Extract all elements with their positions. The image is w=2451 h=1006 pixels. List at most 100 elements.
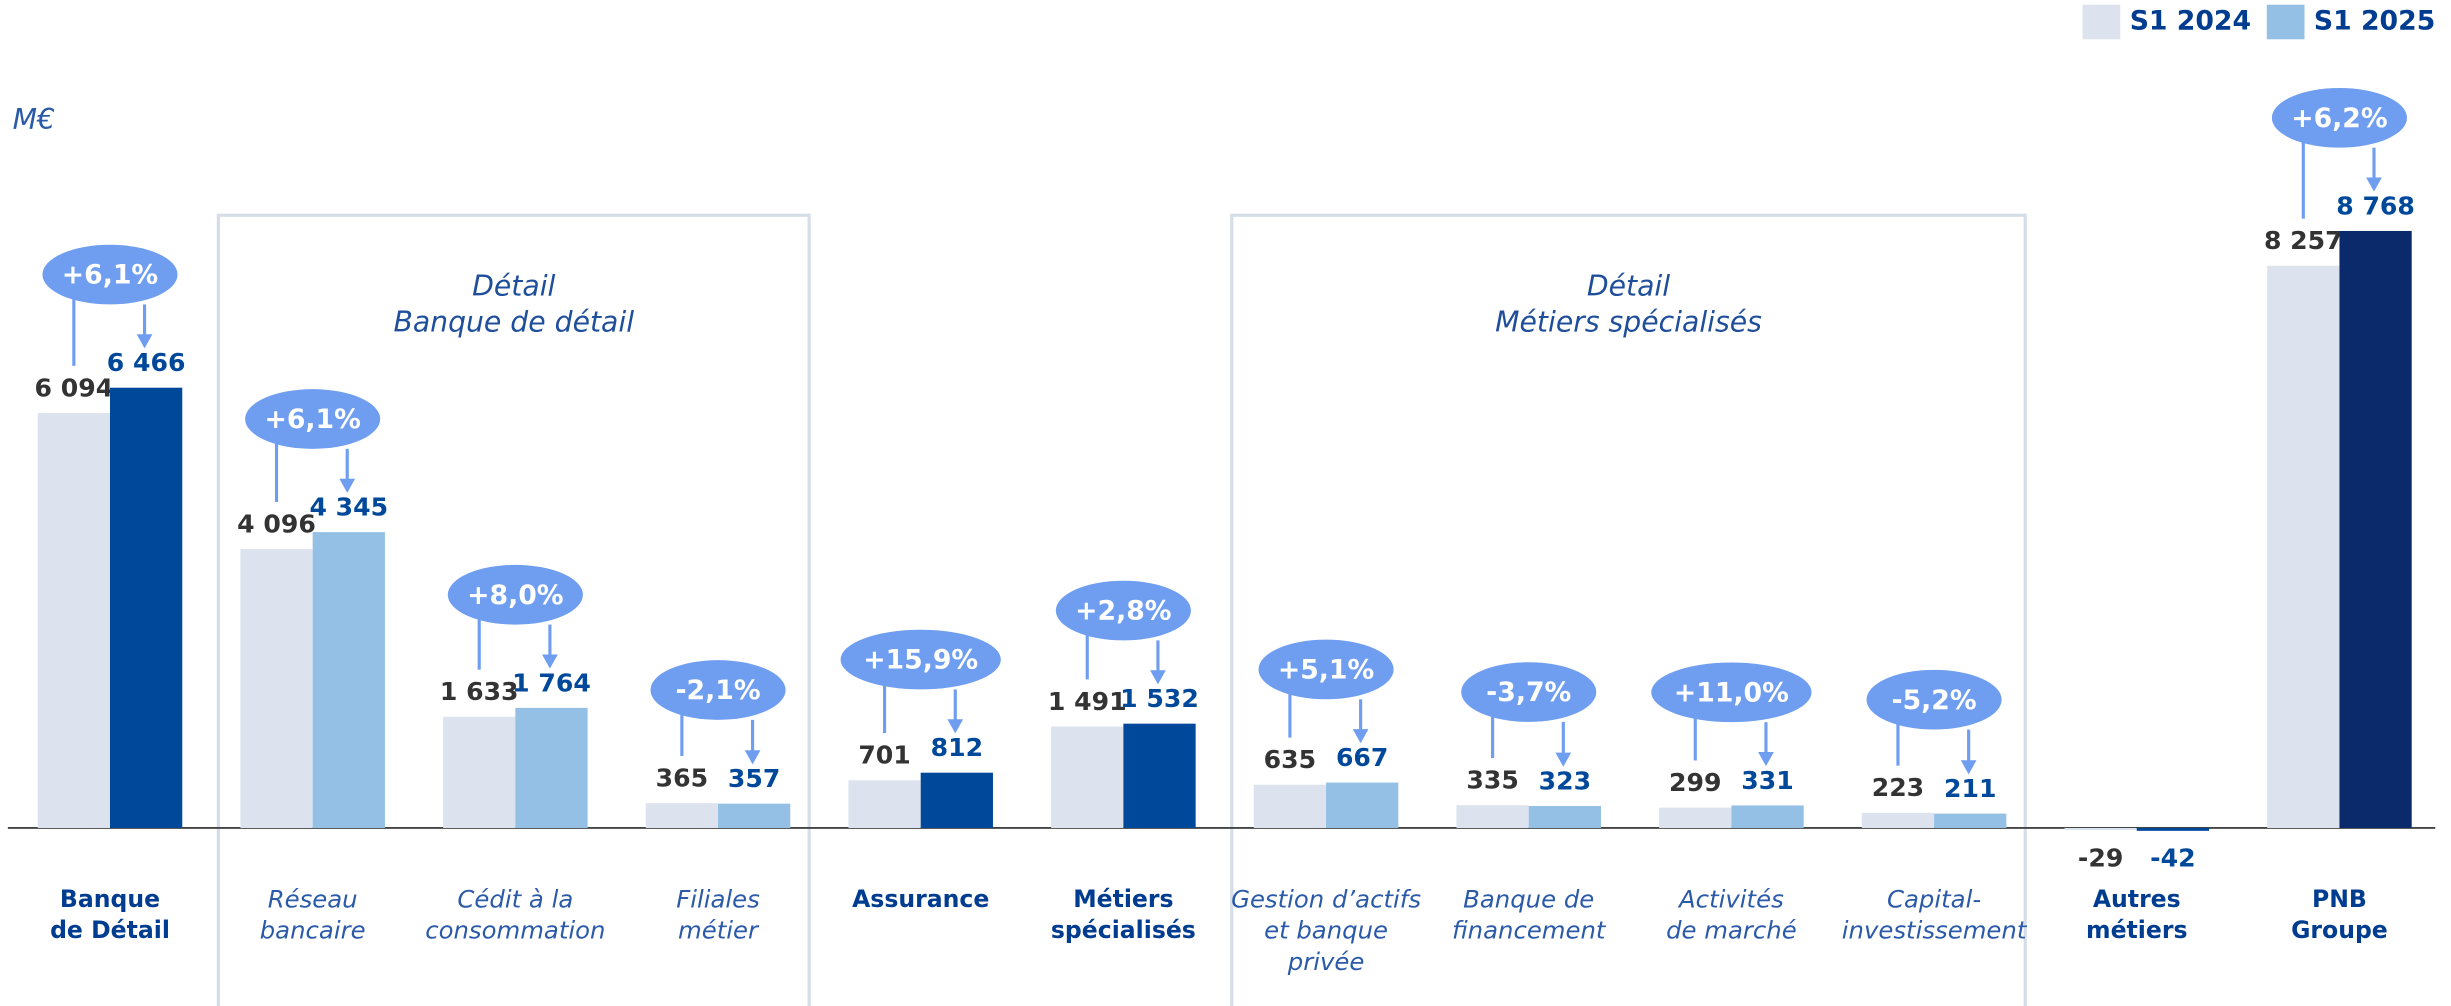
category-label: et banque — [1264, 916, 1388, 945]
value-label: 8 768 — [2336, 191, 2415, 220]
change-label: +5,1% — [1278, 655, 1374, 686]
bar — [2064, 827, 2137, 830]
change-bubble — [42, 244, 178, 305]
bar — [1861, 812, 1935, 828]
bar — [1051, 726, 1124, 828]
arrow-head — [1758, 752, 1774, 767]
category-label: Filiales — [676, 884, 760, 913]
category-label: de marché — [1666, 916, 1797, 945]
arrow-head — [2366, 177, 2382, 192]
bar — [645, 803, 719, 828]
change-label: -5,2% — [1892, 685, 1977, 716]
change-bubble — [245, 389, 381, 449]
bar — [109, 387, 183, 828]
change-label: -2,1% — [675, 675, 760, 706]
change-bubble — [1461, 662, 1597, 722]
category-label: Groupe — [2291, 916, 2388, 944]
category-label: Cédit à la — [457, 884, 573, 913]
bar — [1326, 782, 1399, 828]
value-label: 299 — [1669, 768, 1721, 797]
category-label: privée — [1287, 947, 1365, 976]
bar — [848, 780, 921, 828]
value-label: 8 257 — [2264, 226, 2343, 255]
arrow-head — [1352, 729, 1369, 744]
change-label: +6,2% — [2291, 103, 2387, 134]
bar — [2339, 230, 2412, 828]
value-label: 1 532 — [1120, 684, 1199, 713]
value-label: -42 — [2150, 843, 2195, 872]
unit-label: M€ — [13, 103, 55, 136]
detail-title: Détail — [472, 270, 555, 303]
category-label: investissement — [1842, 916, 2028, 945]
detail-title: Banque de détail — [393, 306, 634, 339]
arrow-head — [1960, 760, 1977, 775]
bar — [1934, 813, 2007, 828]
bar — [2136, 827, 2210, 831]
value-label: 357 — [728, 764, 780, 793]
category-label: spécialisés — [1051, 916, 1196, 944]
detail-box — [216, 213, 811, 1006]
change-bubble — [840, 629, 1001, 690]
category-label: Banque de — [1463, 884, 1594, 913]
change-bubble — [650, 660, 786, 720]
bar — [1731, 805, 1804, 828]
value-label: 1 633 — [440, 677, 519, 706]
change-bubble — [447, 564, 583, 625]
bar — [2267, 265, 2340, 828]
value-label: 323 — [1539, 766, 1591, 795]
bar — [240, 549, 313, 828]
category-label: de Détail — [50, 916, 170, 944]
category-label: Autres — [2093, 885, 2181, 913]
value-label: 335 — [1466, 766, 1518, 795]
value-label: 635 — [1264, 745, 1316, 774]
category-label: métier — [678, 916, 760, 945]
value-label: 667 — [1336, 743, 1388, 772]
category-label: Réseau — [268, 884, 358, 913]
bar — [312, 532, 385, 828]
category-label: Gestion d’actifs — [1231, 884, 1421, 913]
bar — [1528, 805, 1602, 828]
value-label: 331 — [1741, 766, 1793, 795]
category-label: Capital- — [1887, 884, 1981, 913]
category-label: PNB — [2312, 885, 2367, 913]
category-label: consommation — [425, 916, 605, 945]
bar — [443, 716, 516, 828]
detail-title: Détail — [1587, 270, 1670, 303]
detail-title: Métiers spécialisés — [1495, 306, 1762, 339]
change-bubble — [1651, 662, 1812, 723]
detail-box — [1230, 213, 2027, 1006]
arrow-head — [542, 654, 558, 669]
change-label: +2,8% — [1075, 596, 1171, 627]
change-bubble — [1258, 639, 1394, 700]
category-label: Activités — [1677, 884, 1784, 913]
change-label: +6,1% — [264, 404, 360, 435]
bar — [37, 413, 110, 828]
category-label: Banque — [60, 885, 160, 913]
bar — [1253, 784, 1327, 828]
change-label: +8,0% — [467, 580, 563, 611]
legend-label: S1 2025 — [2314, 5, 2435, 36]
bar — [1456, 805, 1529, 828]
value-label: 4 096 — [237, 510, 316, 539]
value-label: 812 — [931, 733, 983, 762]
bar — [515, 707, 588, 828]
value-label: 211 — [1944, 774, 1996, 803]
value-label: 6 466 — [107, 348, 186, 377]
bar — [718, 803, 791, 828]
change-label: +15,9% — [863, 645, 978, 676]
category-label: Métiers — [1073, 885, 1173, 913]
bar — [1123, 723, 1196, 828]
value-label: 4 345 — [309, 493, 388, 522]
category-label: bancaire — [260, 916, 366, 945]
arrow-head — [947, 719, 964, 734]
arrow-head — [1150, 670, 1166, 685]
change-label: +6,1% — [62, 260, 158, 291]
value-label: 6 094 — [35, 373, 114, 402]
change-label: -3,7% — [1486, 677, 1571, 708]
value-label: 701 — [858, 741, 910, 770]
change-label: +11,0% — [1674, 677, 1789, 708]
legend-swatch — [2266, 4, 2305, 40]
value-label: 223 — [1872, 773, 1924, 802]
arrow-head — [1555, 752, 1572, 767]
